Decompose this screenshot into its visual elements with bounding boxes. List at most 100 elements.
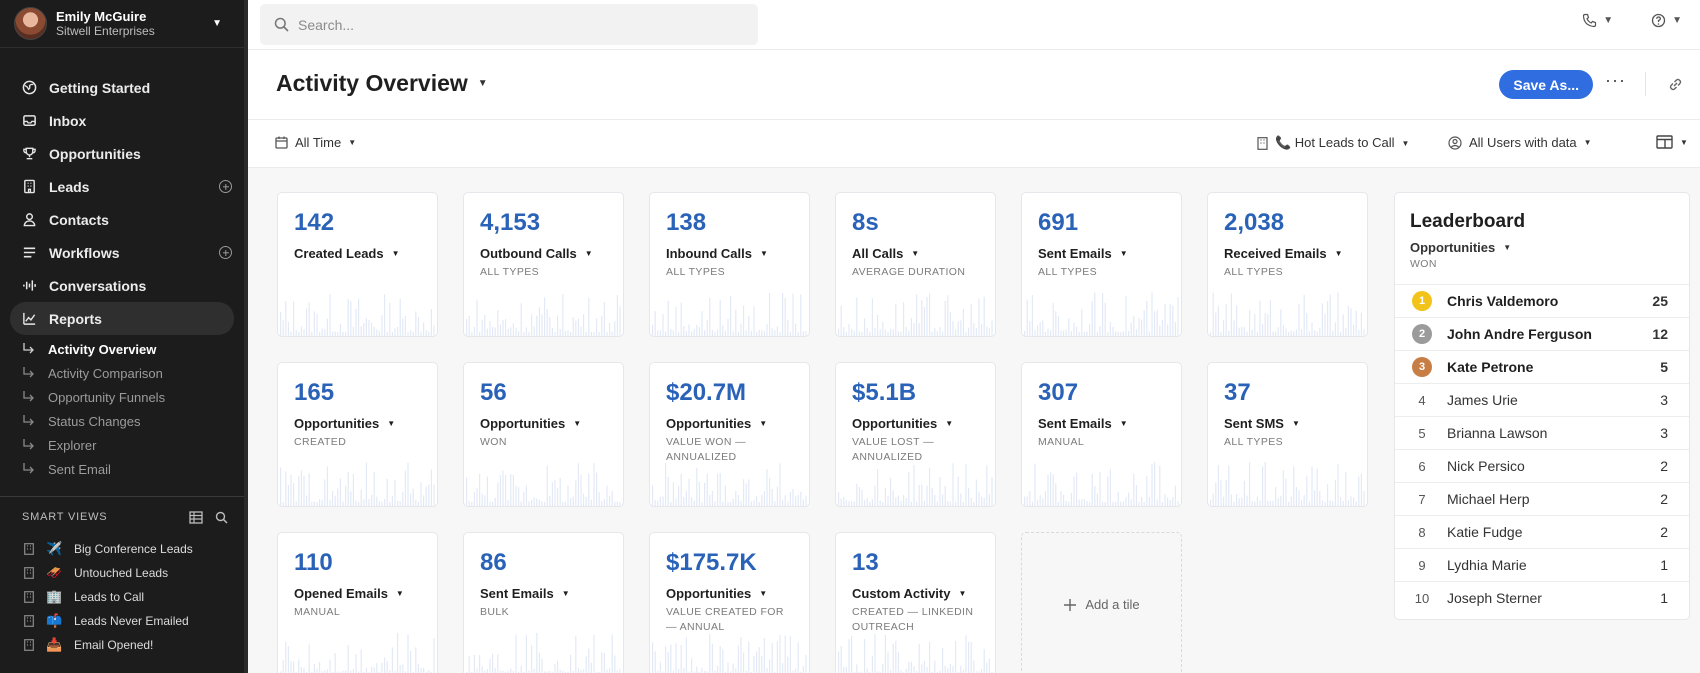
- nav-leads[interactable]: Leads: [10, 170, 234, 203]
- sparkline-bar: [848, 639, 850, 673]
- layout-toggle-button[interactable]: ▼: [1656, 135, 1688, 149]
- subnav-activity-comparison[interactable]: Activity Comparison: [0, 361, 248, 385]
- leaderboard-row[interactable]: 3 Kate Petrone 5: [1395, 350, 1689, 383]
- search-icon[interactable]: [215, 511, 228, 524]
- leaderboard-row[interactable]: 7 Michael Herp 2: [1395, 482, 1689, 515]
- report-title-dropdown[interactable]: Activity Overview ▼: [276, 70, 488, 97]
- sparkline-bar: [1358, 476, 1360, 506]
- smart-view-filter-dropdown[interactable]: 📞 Hot Leads to Call ▼: [1257, 135, 1409, 151]
- table-view-icon[interactable]: [189, 510, 203, 524]
- tile-metric-dropdown[interactable]: Opportunities ▼: [666, 586, 768, 601]
- metric-tile-sent-sms[interactable]: 37 Sent SMS ▼ ALL TYPES: [1207, 362, 1368, 507]
- leaderboard-row[interactable]: 2 John Andre Ferguson 12: [1395, 317, 1689, 350]
- tile-metric-dropdown[interactable]: Sent Emails ▼: [480, 586, 570, 601]
- search-input[interactable]: [298, 16, 718, 33]
- tile-metric-dropdown[interactable]: Custom Activity ▼: [852, 586, 967, 601]
- chevron-down-icon: ▼: [759, 589, 768, 598]
- tile-metric-dropdown[interactable]: Sent Emails ▼: [1038, 416, 1128, 431]
- tile-metric-dropdown[interactable]: Opened Emails ▼: [294, 586, 404, 601]
- sparkline-bar: [1120, 331, 1122, 336]
- leaderboard-metric-dropdown[interactable]: Opportunities ▼: [1410, 240, 1512, 255]
- add-tile-button[interactable]: Add a tile: [1021, 532, 1182, 673]
- tile-metric-dropdown[interactable]: Received Emails ▼: [1224, 246, 1343, 261]
- metric-tile-value-won[interactable]: $20.7M Opportunities ▼ VALUE WON — ANNUAL…: [649, 362, 810, 507]
- sparkline-bar: [1233, 501, 1235, 506]
- link-icon[interactable]: [1667, 76, 1684, 93]
- sub-arrow-icon: [23, 343, 34, 354]
- metric-tile-custom-activity[interactable]: 13 Custom Activity ▼ CREATED — LINKEDIN O…: [835, 532, 996, 673]
- sparkline-bar: [1345, 328, 1347, 336]
- leaderboard-row[interactable]: 5 Brianna Lawson 3: [1395, 416, 1689, 449]
- metric-tile-sent-emails[interactable]: 691 Sent Emails ▼ ALL TYPES: [1021, 192, 1182, 337]
- nav-contacts[interactable]: Contacts: [10, 203, 234, 236]
- subnav-opportunity-funnels[interactable]: Opportunity Funnels: [0, 385, 248, 409]
- time-range-dropdown[interactable]: All Time ▼: [275, 135, 356, 150]
- smart-view-item[interactable]: ✈️ Big Conference Leads: [0, 537, 248, 561]
- nav-inbox[interactable]: Inbox: [10, 104, 234, 137]
- leaderboard-row[interactable]: 6 Nick Persico 2: [1395, 449, 1689, 482]
- subnav-explorer[interactable]: Explorer: [0, 433, 248, 457]
- tile-metric-dropdown[interactable]: Outbound Calls ▼: [480, 246, 593, 261]
- nav-getting-started[interactable]: Getting Started: [10, 71, 234, 104]
- leaderboard-row[interactable]: 1 Chris Valdemoro 25: [1395, 284, 1689, 317]
- search-box[interactable]: [260, 4, 758, 45]
- sparkline-bar: [428, 484, 430, 506]
- save-as-button[interactable]: Save As...: [1499, 70, 1593, 99]
- tile-metric-dropdown[interactable]: Sent Emails ▼: [1038, 246, 1128, 261]
- tile-metric-dropdown[interactable]: All Calls ▼: [852, 246, 920, 261]
- nav-opportunities[interactable]: Opportunities: [10, 137, 234, 170]
- tile-metric-dropdown[interactable]: Created Leads ▼: [294, 246, 400, 261]
- smart-view-item[interactable]: 📫 Leads Never Emailed: [0, 609, 248, 633]
- nav-conversations[interactable]: Conversations: [10, 269, 234, 302]
- tile-metric-dropdown[interactable]: Inbound Calls ▼: [666, 246, 768, 261]
- sub-arrow-icon: [23, 415, 34, 426]
- subnav-activity-overview[interactable]: Activity Overview: [0, 337, 248, 361]
- sparkline-bar: [1345, 471, 1347, 506]
- subnav-status-changes[interactable]: Status Changes: [0, 409, 248, 433]
- phone-menu-button[interactable]: ▼: [1582, 13, 1613, 28]
- metric-tile-opportunities-won[interactable]: 56 Opportunities ▼ WON: [463, 362, 624, 507]
- smart-view-item[interactable]: 📥 Email Opened!: [0, 633, 248, 657]
- metric-tile-opportunities-created[interactable]: 165 Opportunities ▼ CREATED: [277, 362, 438, 507]
- metric-tile-created-leads[interactable]: 142 Created Leads ▼: [277, 192, 438, 337]
- smart-view-item[interactable]: 🏢 Leads to Call: [0, 585, 248, 609]
- metric-tile-inbound-calls[interactable]: 138 Inbound Calls ▼ ALL TYPES: [649, 192, 810, 337]
- chevron-down-icon[interactable]: ▼: [212, 18, 222, 29]
- user-switcher[interactable]: Emily McGuire Sitwell Enterprises ▼: [0, 0, 248, 48]
- add-lead-icon[interactable]: [219, 180, 232, 193]
- tile-metric-dropdown[interactable]: Opportunities ▼: [666, 416, 768, 431]
- leaderboard-row[interactable]: 8 Katie Fudge 2: [1395, 515, 1689, 548]
- sparkline-bar: [845, 666, 847, 673]
- metric-tile-value-created[interactable]: $175.7K Opportunities ▼ VALUE CREATED FOR…: [649, 532, 810, 673]
- metric-tile-received-emails[interactable]: 2,038 Received Emails ▼ ALL TYPES: [1207, 192, 1368, 337]
- subnav-sent-email[interactable]: Sent Email: [0, 457, 248, 481]
- sparkline-bar: [1259, 500, 1261, 506]
- metric-tile-value-lost[interactable]: $5.1B Opportunities ▼ VALUE LOST — ANNUAL…: [835, 362, 996, 507]
- sparkline-bar: [766, 469, 768, 506]
- sparkline-bar: [1102, 292, 1104, 336]
- leaderboard-row[interactable]: 10 Joseph Sterner 1: [1395, 581, 1689, 614]
- metric-tile-sent-emails-manual[interactable]: 307 Sent Emails ▼ MANUAL: [1021, 362, 1182, 507]
- help-menu-button[interactable]: ▼: [1651, 13, 1682, 28]
- leaderboard-row[interactable]: 4 James Urie 3: [1395, 383, 1689, 416]
- tile-metric-dropdown[interactable]: Opportunities ▼: [852, 416, 954, 431]
- tile-metric-dropdown[interactable]: Opportunities ▼: [480, 416, 582, 431]
- tile-metric-dropdown[interactable]: Opportunities ▼: [294, 416, 396, 431]
- metric-tile-all-calls[interactable]: 8s All Calls ▼ AVERAGE DURATION: [835, 192, 996, 337]
- sparkline-bar: [722, 649, 724, 673]
- sparkline-bar: [541, 314, 543, 336]
- sparkline: [280, 294, 435, 336]
- tile-metric-dropdown[interactable]: Sent SMS ▼: [1224, 416, 1300, 431]
- leaderboard-row[interactable]: 9 Lydhia Marie 1: [1395, 548, 1689, 581]
- metric-tile-outbound-calls[interactable]: 4,153 Outbound Calls ▼ ALL TYPES: [463, 192, 624, 337]
- nav-workflows[interactable]: Workflows: [10, 236, 234, 269]
- metric-tile-opened-emails[interactable]: 110 Opened Emails ▼ MANUAL: [277, 532, 438, 673]
- metric-tile-sent-emails-bulk[interactable]: 86 Sent Emails ▼ BULK: [463, 532, 624, 673]
- sparkline: [838, 463, 993, 506]
- add-workflow-icon[interactable]: [219, 246, 232, 259]
- more-options-button[interactable]: ···: [1605, 70, 1626, 90]
- users-filter-dropdown[interactable]: All Users with data ▼: [1448, 135, 1592, 150]
- nav-reports[interactable]: Reports: [10, 302, 234, 335]
- sparkline-bar: [415, 311, 417, 336]
- smart-view-item[interactable]: 🛷 Untouched Leads: [0, 561, 248, 585]
